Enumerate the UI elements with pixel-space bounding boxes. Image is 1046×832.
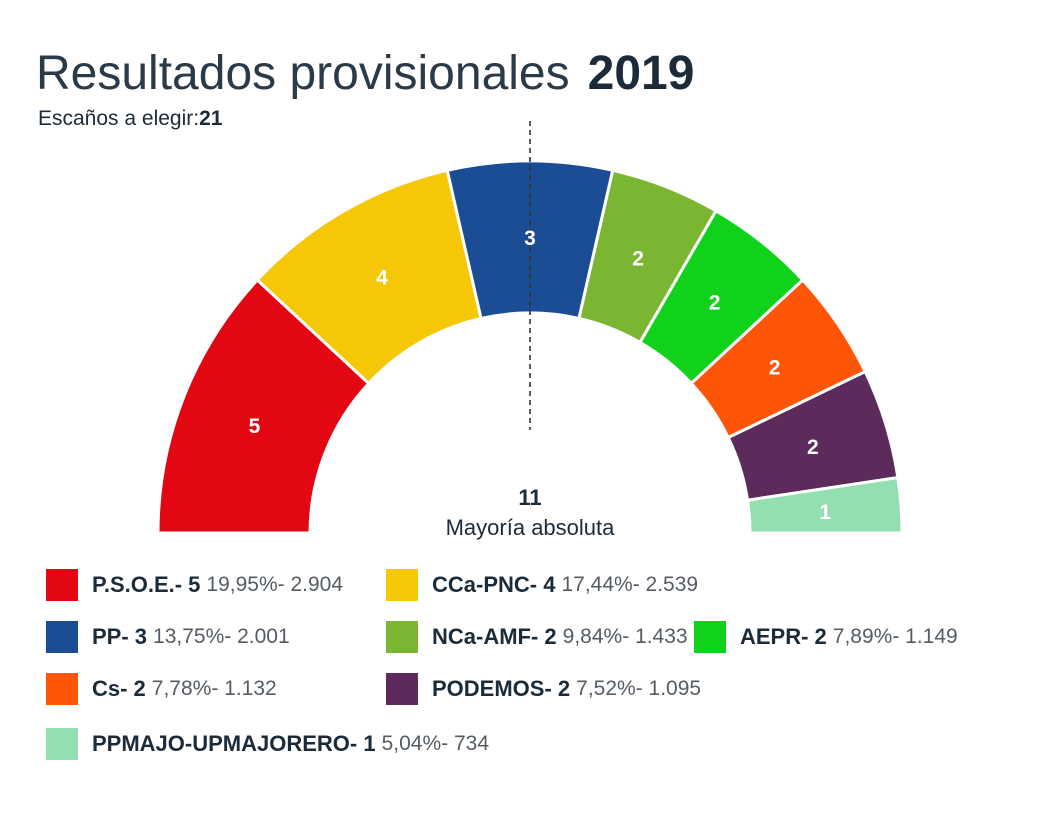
seat-count-label: 1 — [819, 501, 831, 524]
title-text: Resultados provisionales — [36, 47, 570, 100]
legend-item: AEPR- 2 7,89%- 1.149 — [694, 620, 958, 654]
seat-count-label: 4 — [376, 267, 388, 290]
title-year: 2019 — [587, 47, 695, 100]
legend-swatch — [386, 621, 418, 653]
seat-count-label: 5 — [249, 415, 261, 438]
legend-party-stats: 7,52%- 1.095 — [576, 677, 702, 700]
majority-value: 11 — [518, 485, 541, 510]
legend-row: P.S.O.E.- 5 19,95%- 2.904 CCa-PNC- 4 17,44%… — [0, 568, 1046, 602]
seat-count-label: 3 — [524, 227, 536, 250]
legend-party-name: PODEMOS- 2 — [432, 676, 571, 701]
arc-segments — [156, 159, 904, 535]
legend-party-stats: 7,78%- 1.132 — [151, 677, 277, 700]
legend-item: PP- 3 13,75%- 2.001 — [46, 620, 290, 654]
legend-swatch — [46, 673, 78, 705]
legend-item: NCa-AMF- 2 9,84%- 1.433 — [386, 620, 688, 654]
legend-party-name: PPMAJO-UPMAJORERO- 1 — [92, 731, 376, 756]
legend-swatch — [386, 673, 418, 705]
page-title: Resultados provisionales 2019 — [36, 44, 694, 104]
legend-party-stats: 19,95%- 2.904 — [206, 573, 344, 596]
legend-swatch — [694, 621, 726, 653]
legend-party-name: PP- 3 — [92, 624, 148, 649]
legend-party-stats: 9,84%- 1.433 — [562, 625, 688, 648]
legend-item: Cs- 2 7,78%- 1.132 — [46, 672, 277, 706]
seat-labels: 5 4 3 2 2 2 2 1 — [249, 227, 832, 524]
legend-item: PODEMOS- 2 7,52%- 1.095 — [386, 672, 701, 706]
seats-label: Escaños a elegir: — [38, 107, 200, 130]
legend-party-name: P.S.O.E.- 5 — [92, 572, 201, 597]
seat-count-label: 2 — [807, 436, 819, 459]
legend-party-name: AEPR- 2 — [740, 624, 827, 649]
seat-count-label: 2 — [769, 356, 781, 379]
legend-item: CCa-PNC- 4 17,44%- 2.539 — [386, 568, 698, 602]
parliament-chart: 5 4 3 2 2 2 2 1 11 Mayoría absoluta — [156, 121, 904, 540]
legend-swatch — [386, 569, 418, 601]
seat-count-label: 2 — [709, 292, 721, 315]
legend-party-stats: 5,04%- 734 — [381, 732, 490, 755]
legend-swatch — [46, 621, 78, 653]
arc-segment-7 — [745, 475, 904, 535]
seats-to-elect: Escaños a elegir:21 — [38, 106, 222, 132]
legend-party-stats: 17,44%- 2.539 — [561, 573, 699, 596]
legend-party-name: Cs- 2 — [92, 676, 146, 701]
legend-row: Cs- 2 7,78%- 1.132 PODEMOS- 2 7,52%- 1.095 — [0, 672, 1046, 706]
legend-item: PPMAJO-UPMAJORERO- 1 5,04%- 734 — [46, 727, 489, 761]
legend-item: P.S.O.E.- 5 19,95%- 2.904 — [46, 568, 343, 602]
legend-party-stats: 13,75%- 2.001 — [153, 625, 290, 648]
legend-row: PPMAJO-UPMAJORERO- 1 5,04%- 734 — [0, 727, 1046, 761]
seat-count-label: 2 — [632, 247, 644, 270]
seats-total: 21 — [199, 107, 223, 130]
legend-row: PP- 3 13,75%- 2.001 NCa-AMF- 2 9,84%- 1.433… — [0, 620, 1046, 654]
legend-party-name: NCa-AMF- 2 — [432, 624, 557, 649]
legend-party-stats: 7,89%- 1.149 — [832, 625, 958, 648]
legend-party-name: CCa-PNC- 4 — [432, 572, 556, 597]
legend-swatch — [46, 569, 78, 601]
majority-label: Mayoría absoluta — [446, 515, 616, 540]
legend-swatch — [46, 728, 78, 760]
